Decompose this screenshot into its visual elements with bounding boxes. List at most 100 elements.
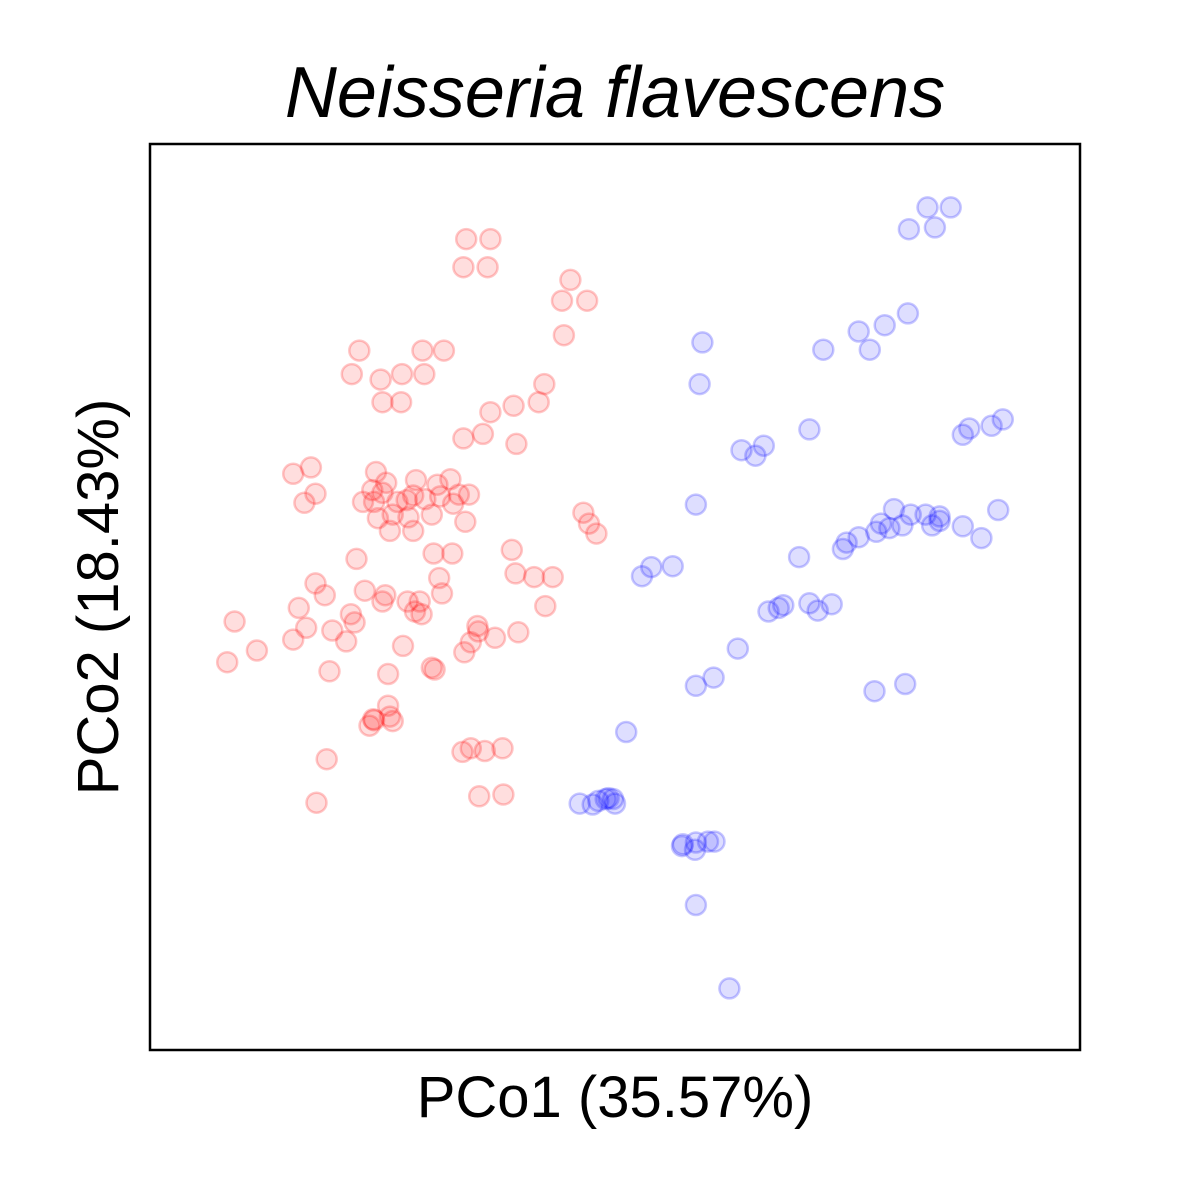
scatter-point-red-81 <box>466 614 489 638</box>
scatter-point-blue-26 <box>847 525 870 549</box>
scatter-point-red-19 <box>502 394 525 418</box>
scatter-point-blue-16 <box>730 438 753 462</box>
scatter-point-blue-0 <box>916 196 939 219</box>
scatter-point-red-76 <box>287 596 311 620</box>
scatter-point-red-64 <box>408 590 431 613</box>
scatter-point-red-65 <box>339 602 363 626</box>
scatter-point-blue-28 <box>951 515 975 538</box>
scatter-point-red-17 <box>533 372 556 396</box>
scatter-point-red-13 <box>413 362 436 386</box>
scatter-point-red-95 <box>376 662 400 686</box>
scatter-point-red-69 <box>427 566 451 590</box>
scatter-point-blue-56 <box>603 792 627 815</box>
scatter-point-red-8 <box>348 339 371 362</box>
scatter-point-blue-27 <box>835 531 858 554</box>
scatter-point-blue-57 <box>581 793 604 816</box>
scatter-point-red-91 <box>245 639 269 662</box>
scatter-point-blue-46 <box>726 637 750 660</box>
scatter-point-blue-63 <box>671 833 695 856</box>
scatter-point-red-45 <box>457 483 481 506</box>
scatter-point-red-32 <box>374 471 398 495</box>
scatter-point-blue-18 <box>744 444 767 467</box>
scatter-point-blue-66 <box>718 977 741 1000</box>
scatter-point-blue-31 <box>869 512 893 535</box>
scatter-point-red-101 <box>459 737 483 760</box>
scatter-point-red-0 <box>454 227 478 251</box>
scatter-point-red-97 <box>378 705 402 728</box>
scatter-point-red-46 <box>426 473 449 496</box>
scatter-point-red-62 <box>304 572 327 595</box>
scatter-point-red-87 <box>423 658 446 681</box>
scatter-point-red-105 <box>315 747 338 771</box>
scatter-point-blue-13 <box>991 408 1015 431</box>
scatter-point-red-25 <box>404 468 428 492</box>
scatter-point-blue-44 <box>757 600 780 623</box>
scatter-point-red-31 <box>364 460 388 484</box>
scatter-point-red-48 <box>420 503 444 526</box>
scatter-point-blue-53 <box>587 789 610 813</box>
scatter-point-red-36 <box>351 490 375 514</box>
scatter-point-red-7 <box>552 323 576 347</box>
scatter-point-blue-20 <box>899 503 922 526</box>
scatter-point-red-92 <box>215 650 239 674</box>
scatter-point-blue-7 <box>858 338 882 361</box>
chart-title: Neisseria flavescens <box>285 53 945 133</box>
scatter-point-red-60 <box>353 579 377 602</box>
scatter-point-red-39 <box>395 488 418 512</box>
scatter-point-red-30 <box>428 485 452 508</box>
scatter-point-blue-6 <box>847 320 870 343</box>
scatter-point-blue-3 <box>923 216 947 239</box>
scatter-point-red-75 <box>403 600 427 623</box>
scatter-point-blue-51 <box>614 720 638 744</box>
scatter-point-red-82 <box>507 621 530 644</box>
scatter-point-blue-8 <box>812 338 835 361</box>
scatter-point-red-44 <box>447 483 471 506</box>
scatter-point-red-22 <box>452 427 475 450</box>
scatter-point-blue-36 <box>787 545 811 569</box>
scatter-point-red-15 <box>389 390 413 414</box>
scatter-point-red-108 <box>492 783 515 806</box>
scatter-point-red-9 <box>411 339 434 362</box>
scatter-point-blue-30 <box>882 497 906 521</box>
scatter-point-red-40 <box>386 490 409 514</box>
scatter-point-blue-22 <box>928 505 951 528</box>
scatter-point-red-1 <box>479 227 502 251</box>
scatter-point-red-80 <box>334 630 358 653</box>
scatter-point-blue-39 <box>630 564 654 588</box>
scatter-point-blue-15 <box>798 418 821 441</box>
y-axis-label: PCo2 (18.43%) <box>66 399 131 796</box>
scatter-point-blue-2 <box>897 217 921 241</box>
scatter-point-red-61 <box>313 583 337 607</box>
scatter-point-red-103 <box>491 737 514 760</box>
scatter-point-blue-54 <box>597 786 620 810</box>
scatter-point-red-21 <box>471 422 495 446</box>
scatter-point-red-83 <box>467 620 490 643</box>
scatter-point-red-63 <box>371 590 394 613</box>
scatter-point-blue-35 <box>831 537 855 561</box>
scatter-point-red-18 <box>527 390 550 414</box>
scatter-point-blue-47 <box>702 666 725 689</box>
scatter-point-red-55 <box>401 519 425 543</box>
scatter-point-red-77 <box>281 628 305 651</box>
scatter-point-blue-43 <box>767 596 790 620</box>
scatter-point-red-99 <box>358 714 381 737</box>
scatter-point-blue-9 <box>691 331 714 354</box>
scatter-point-red-34 <box>371 481 394 505</box>
scatter-point-blue-23 <box>891 514 914 537</box>
scatter-point-red-78 <box>294 616 318 640</box>
scatter-point-blue-24 <box>878 516 901 540</box>
scatter-point-red-41 <box>397 506 420 529</box>
scatter-point-red-106 <box>305 791 328 814</box>
scatter-point-red-56 <box>345 547 368 571</box>
scatter-point-blue-33 <box>928 509 951 533</box>
scatter-point-blue-49 <box>863 679 886 703</box>
scatter-point-red-54 <box>378 519 402 543</box>
scatter-point-red-71 <box>541 565 564 589</box>
scatter-point-red-51 <box>577 512 601 535</box>
scatter-point-blue-19 <box>684 493 708 516</box>
scatter-point-red-100 <box>361 708 385 731</box>
scatter-point-red-93 <box>318 660 341 683</box>
scatter-point-blue-59 <box>696 830 720 853</box>
scatter-point-blue-60 <box>670 834 694 858</box>
scatter-point-red-104 <box>451 740 474 764</box>
